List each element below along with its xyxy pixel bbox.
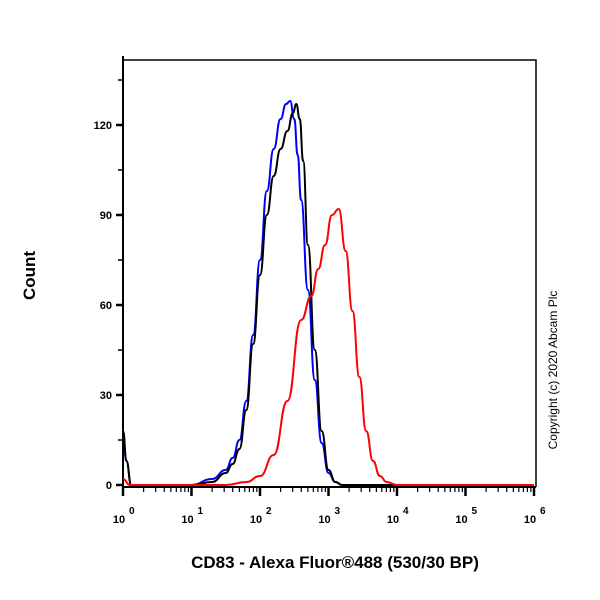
x-tick-label: 10 — [524, 514, 536, 526]
plot-border — [122, 59, 537, 487]
x-tick-label: 10 — [455, 514, 467, 526]
series-black-curve — [122, 102, 534, 487]
svg-text:3: 3 — [335, 506, 341, 517]
x-tick-label: 10 — [318, 514, 330, 526]
y-tick-label: 0 — [106, 480, 112, 492]
svg-text:6: 6 — [540, 506, 546, 517]
plot-frame — [122, 59, 537, 487]
y-tick-label: 30 — [100, 390, 112, 402]
svg-text:2: 2 — [266, 506, 272, 517]
x-axis: 10 0 10 1 10 2 10 3 10 4 10 5 10 6 — [113, 486, 546, 526]
x-tick-label: 10 — [387, 514, 399, 526]
svg-text:0: 0 — [129, 506, 135, 517]
series-blue-curve — [122, 99, 534, 487]
y-axis-title: Count — [20, 250, 39, 300]
series-red-curve — [122, 207, 534, 487]
y-axis: 0 30 60 90 120 — [94, 56, 124, 492]
y-tick-label: 120 — [94, 120, 112, 132]
svg-text:1: 1 — [198, 506, 204, 517]
y-tick-label: 90 — [100, 210, 112, 222]
svg-text:4: 4 — [403, 506, 409, 517]
data-series — [122, 99, 534, 487]
x-tick-label: 10 — [181, 514, 193, 526]
copyright-notice: Copyright (c) 2020 Abcam Plc — [546, 290, 560, 450]
x-tick-label: 10 — [113, 514, 125, 526]
x-tick-label: 10 — [250, 514, 262, 526]
y-tick-label: 60 — [100, 300, 112, 312]
svg-text:5: 5 — [472, 506, 478, 517]
x-axis-title: CD83 - Alexa Fluor®488 (530/30 BP) — [191, 553, 479, 572]
